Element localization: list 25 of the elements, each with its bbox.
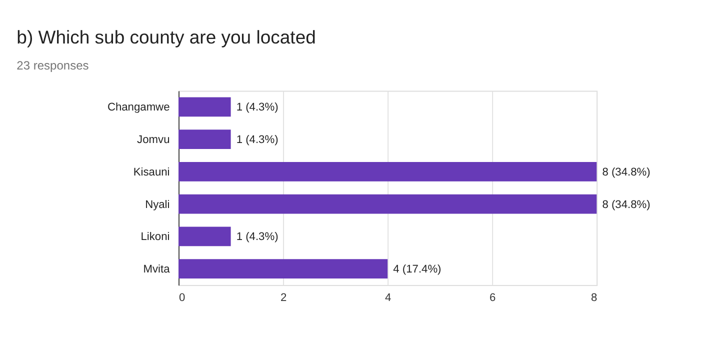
data-label: 1 (4.3%) [236,134,278,146]
x-tick-label: 4 [384,292,392,304]
y-tick-label: Likoni [140,231,170,244]
data-label: 1 (4.3%) [236,231,278,244]
data-label: 4 (17.4%) [393,264,442,276]
bar [178,97,231,117]
x-tick-label: 6 [490,292,496,304]
x-tick-label: 2 [280,292,287,304]
bar [178,259,388,279]
x-tick-label: 8 [590,292,598,304]
y-tick-label: Jomvu [137,134,170,146]
text: 23 responses [16,58,89,72]
data-label: 8 (34.8%) [602,198,650,211]
y-tick-label: Mvita [143,264,171,276]
bar [178,226,231,246]
bar [178,194,597,214]
x-tick-label: 0 [179,292,186,304]
y-tick-label: Kisauni [133,166,170,178]
chart-title: b) Which sub county are you located [16,26,316,48]
bar [178,162,597,182]
bar [178,130,231,150]
y-tick-label: Changamwe [107,102,170,114]
y-tick-label: Nyali [145,198,170,211]
data-label: 1 (4.3%) [236,102,278,114]
data-label: 8 (34.8%) [602,166,650,178]
